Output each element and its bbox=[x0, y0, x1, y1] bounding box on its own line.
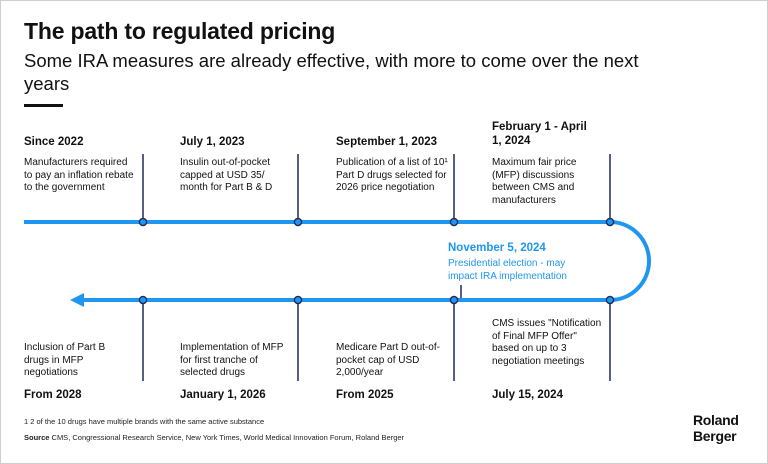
highlight-date: November 5, 2024 bbox=[448, 242, 546, 254]
event-date-july-2023: July 1, 2023 bbox=[180, 136, 245, 148]
page-subtitle: Some IRA measures are already effective,… bbox=[24, 50, 639, 94]
source-text: CMS, Congressional Research Service, New… bbox=[49, 433, 405, 442]
event-desc-sept-2023: Publication of a list of 10¹ Part D drug… bbox=[336, 157, 448, 193]
brand-line-1: Roland bbox=[693, 412, 739, 428]
footnote: 1 2 of the 10 drugs have multiple brands… bbox=[24, 417, 265, 426]
milestone-dot bbox=[138, 217, 148, 227]
milestone-dot bbox=[449, 217, 459, 227]
brand-logo: Roland Berger bbox=[693, 412, 739, 444]
event-date-july-2024: July 15, 2024 bbox=[492, 389, 563, 401]
milestone-dot bbox=[138, 295, 148, 305]
event-desc-from-2028: Inclusion of Part B drugs in MFP negotia… bbox=[24, 342, 106, 378]
event-desc-jan-2026: Implementation of MFP for first tranche … bbox=[180, 342, 284, 378]
event-desc-july-2023: Insulin out-of-pocket capped at USD 35/ … bbox=[180, 157, 273, 193]
milestone-dot bbox=[605, 217, 615, 227]
source-line: Source CMS, Congressional Research Servi… bbox=[24, 433, 404, 442]
event-date-since-2022: Since 2022 bbox=[24, 136, 84, 148]
milestone-dot bbox=[449, 295, 459, 305]
milestone-dot bbox=[605, 295, 615, 305]
milestone-dot bbox=[293, 295, 303, 305]
highlight-desc: Presidential election - may impact IRA i… bbox=[448, 258, 567, 282]
brand-line-2: Berger bbox=[693, 428, 737, 444]
milestone-dot bbox=[293, 217, 303, 227]
title-underline bbox=[24, 104, 63, 107]
event-date-sept-2023: September 1, 2023 bbox=[336, 136, 438, 148]
event-desc-july-2024: CMS issues "Notification of Final MFP Of… bbox=[492, 318, 602, 367]
source-label: Source bbox=[24, 433, 50, 442]
event-desc-from-2025: Medicare Part D out-of-pocket cap of USD… bbox=[336, 342, 440, 378]
event-date-jan-2026: January 1, 2026 bbox=[180, 389, 266, 401]
timeline-track bbox=[24, 220, 651, 302]
event-date-from-2028: From 2028 bbox=[24, 389, 82, 401]
event-date-from-2025: From 2025 bbox=[336, 389, 394, 401]
event-desc-since-2022: Manufacturers required to pay an inflati… bbox=[24, 157, 134, 193]
page-title: The path to regulated pricing bbox=[24, 18, 336, 44]
arrow-head-icon bbox=[70, 293, 84, 307]
event-date-feb-apr-2024: February 1 - April 1, 2024 bbox=[492, 121, 587, 147]
event-desc-feb-apr-2024: Maximum fair price (MFP) discussions bet… bbox=[492, 157, 577, 206]
